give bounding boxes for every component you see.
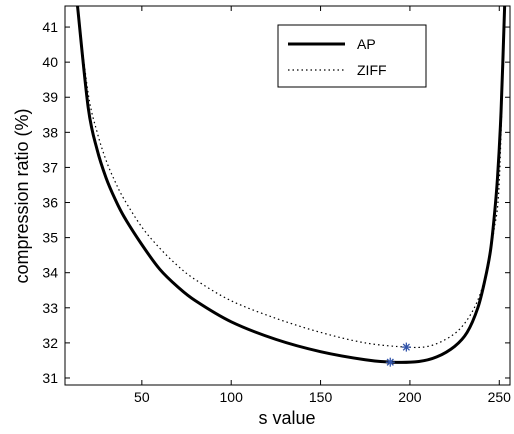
y-tick-label: 39 bbox=[42, 89, 58, 105]
y-tick-label: 40 bbox=[42, 54, 58, 70]
y-tick-label: 33 bbox=[42, 300, 58, 316]
y-tick-label: 41 bbox=[42, 19, 58, 35]
y-tick-label: 34 bbox=[42, 265, 58, 281]
y-tick-label: 32 bbox=[42, 335, 58, 351]
y-tick-label: 35 bbox=[42, 230, 58, 246]
x-tick-label: 200 bbox=[398, 389, 422, 405]
y-tick-label: 38 bbox=[42, 124, 58, 140]
legend-label-ziff: ZIFF bbox=[357, 62, 387, 78]
y-axis-ticks: 31 32 33 34 35 36 37 38 39 40 41 bbox=[42, 19, 510, 386]
series-layer bbox=[76, 6, 507, 364]
y-tick-label: 37 bbox=[42, 159, 58, 175]
series-line-ziff bbox=[76, 6, 506, 349]
x-tick-label: 100 bbox=[220, 389, 244, 405]
x-axis-label: s value bbox=[258, 408, 315, 428]
y-tick-label: 31 bbox=[42, 370, 58, 386]
legend-box bbox=[277, 24, 427, 88]
x-tick-label: 50 bbox=[134, 389, 150, 405]
x-axis-ticks: 50 100 150 200 250 bbox=[134, 6, 511, 405]
plot-area-frame bbox=[64, 5, 511, 386]
x-tick-label: 150 bbox=[309, 389, 333, 405]
x-tick-label: 250 bbox=[488, 389, 512, 405]
marker-layer bbox=[385, 342, 411, 367]
legend-label-ap: AP bbox=[357, 36, 376, 52]
y-tick-label: 36 bbox=[42, 195, 58, 211]
y-axis-label: compression ratio (%) bbox=[12, 108, 32, 283]
legend: AP ZIFF bbox=[277, 24, 427, 88]
min-marker-ap bbox=[385, 357, 395, 367]
min-marker-ziff bbox=[401, 342, 411, 352]
